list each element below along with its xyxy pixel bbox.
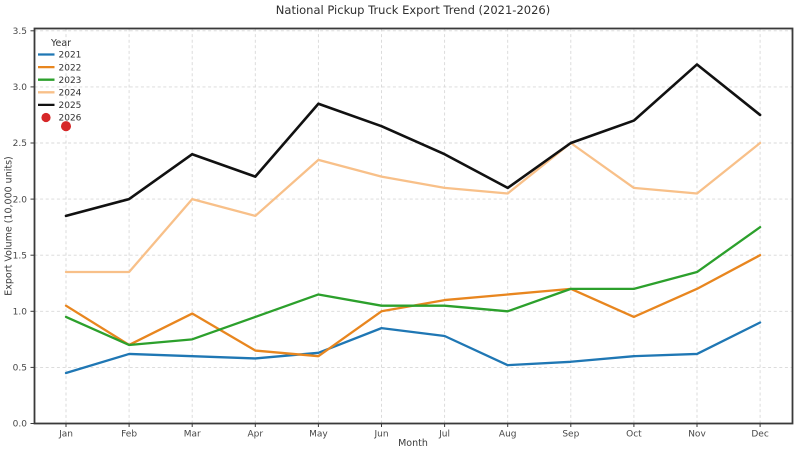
legend-label-2024: 2024 [59,89,82,99]
plot-border [33,27,794,425]
series-line-2024 [64,141,762,274]
x-tick-label: Jan [58,430,73,440]
x-tick-label: Jul [438,430,450,440]
legend-label-2026: 2026 [59,114,82,124]
x-tick-label: Dec [751,430,768,440]
y-tick-label: 0.5 [13,364,27,374]
x-axis-title: Month [398,438,428,449]
legend-label-2025: 2025 [59,101,82,111]
y-tick-label: 0.0 [13,420,28,430]
series-line-2021 [64,321,762,375]
data-point-2026 [61,121,71,132]
x-tick-label: Aug [499,430,517,440]
y-tick-label: 2.5 [13,139,27,149]
legend-title: Year [50,38,71,49]
x-tick-label: Apr [248,430,264,440]
x-tick-label: Jun [373,430,388,440]
x-tick-label: Sep [562,430,579,440]
x-tick-label: Oct [626,430,642,440]
legend-label-2022: 2022 [59,63,82,73]
y-tick-label: 1.5 [13,251,27,261]
chart-title: National Pickup Truck Export Trend (2021… [275,3,551,17]
y-tick-label: 3.0 [13,83,28,93]
legend-label-2021: 2021 [59,51,82,61]
y-tick-label: 3.5 [13,27,27,37]
y-axis-title: Export Volume (10,000 units) [3,156,15,296]
series-line-2025 [64,63,762,218]
x-tick-label: Mar [184,430,201,440]
x-tick-label: Nov [688,430,706,440]
legend-swatch-2026 [41,112,51,123]
legend-label-2023: 2023 [59,76,82,86]
y-tick-label: 2.0 [13,195,28,205]
series-line-2023 [64,225,762,347]
y-tick-label: 1.0 [13,308,28,318]
x-tick-label: Feb [121,430,137,440]
x-tick-label: May [309,430,328,440]
